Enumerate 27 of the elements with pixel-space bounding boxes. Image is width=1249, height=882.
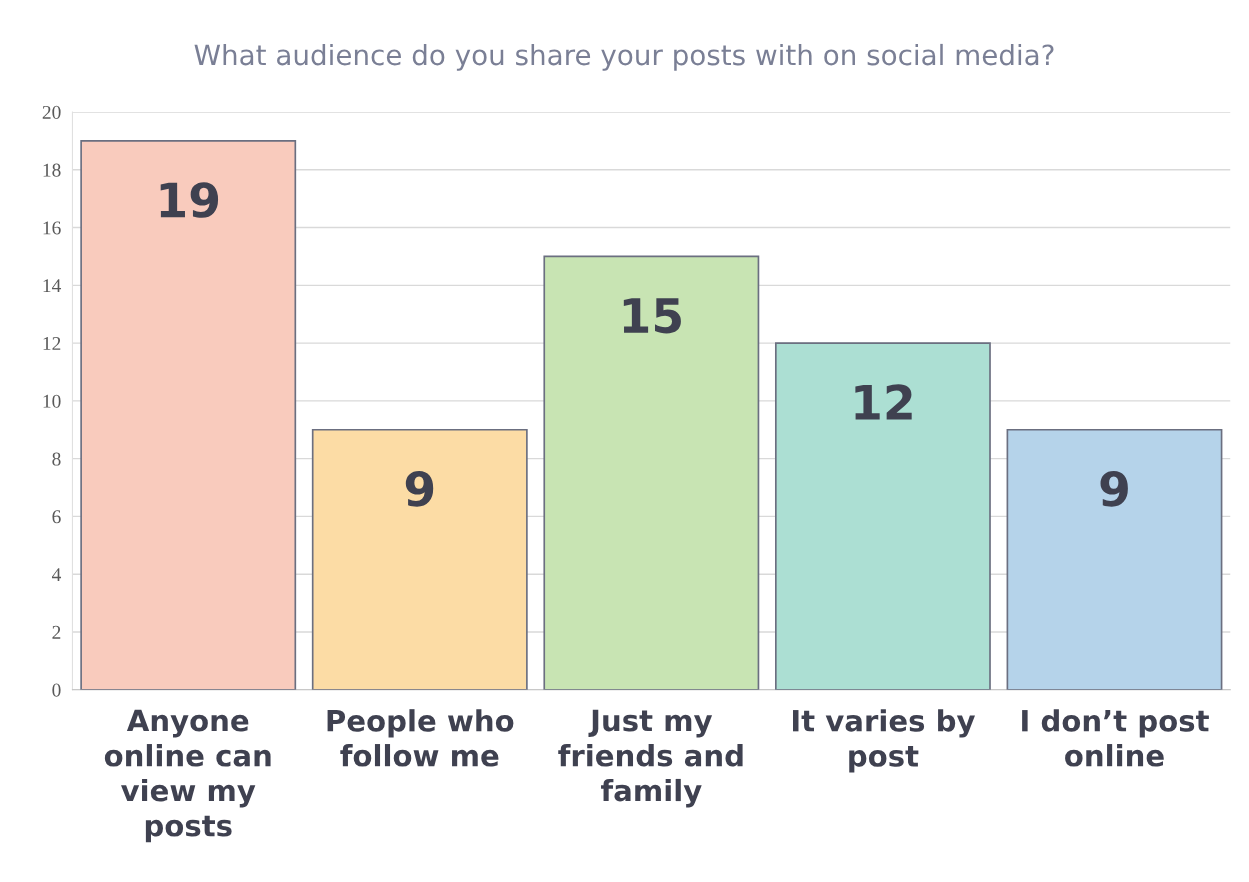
x-tick-label: I don’t post online	[1022, 709, 1209, 767]
y-tick-label: 8	[52, 452, 61, 466]
y-tick-label: 2	[52, 625, 61, 639]
bar	[543, 255, 760, 690]
data-label: 12	[855, 384, 912, 420]
y-tick-label: 20	[42, 105, 61, 119]
x-tick-label: It varies by post	[792, 709, 975, 773]
bar	[80, 140, 297, 690]
x-tick-label: Just my friends and family	[558, 709, 743, 808]
y-tick-label: 18	[43, 163, 61, 177]
y-tick-label: 0	[52, 683, 61, 697]
bar	[1006, 428, 1223, 690]
bar	[774, 342, 991, 690]
y-tick-label: 4	[51, 568, 62, 581]
x-tick-label: People who follow me	[327, 709, 514, 767]
y-tick-label: 6	[52, 510, 61, 524]
data-label: 9	[405, 471, 434, 507]
chart-title: What audience do you share your posts with on social media?	[194, 43, 1054, 71]
data-label: 19	[160, 182, 219, 218]
y-tick-label: 14	[43, 279, 62, 293]
data-label: 15	[623, 298, 681, 334]
y-tick-label: 12	[43, 336, 61, 350]
bar	[311, 428, 528, 690]
y-tick-label: 16	[43, 221, 61, 235]
x-tick-label: Anyone online can view my posts	[104, 709, 271, 843]
y-tick-label: 10	[43, 394, 61, 408]
data-label: 9	[1100, 471, 1128, 507]
